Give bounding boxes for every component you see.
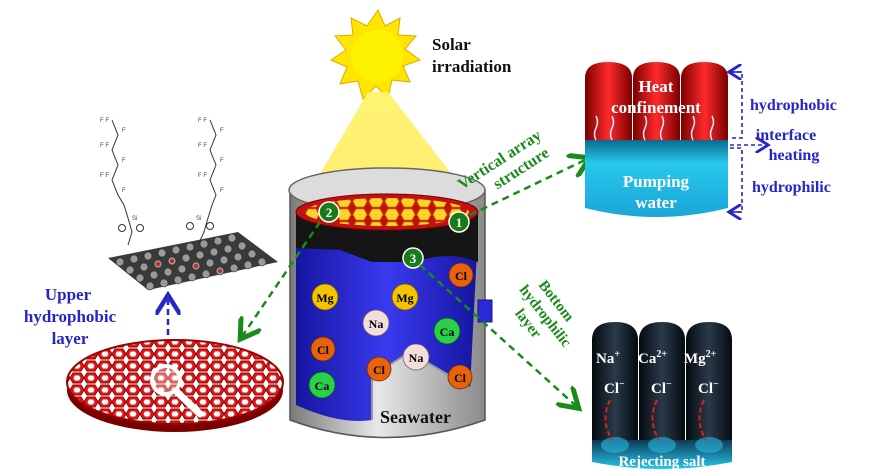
cl-ion-label-1: Cl bbox=[604, 381, 619, 397]
arrow-to-heat-panel bbox=[469, 160, 585, 217]
svg-text:F F: F F bbox=[100, 118, 109, 124]
ion-na-2: Na bbox=[402, 343, 430, 371]
marker-3: 3 bbox=[402, 247, 424, 269]
svg-text:Cl−: Cl− bbox=[698, 379, 719, 397]
graphene-sheet-icon bbox=[108, 232, 278, 291]
hydrophilic-label: hydrophilic bbox=[752, 179, 831, 196]
svg-text:Mg2+: Mg2+ bbox=[684, 349, 717, 367]
ion-cl-2: Cl bbox=[310, 336, 336, 362]
sun-icon bbox=[329, 8, 422, 100]
ion-cl-4: Cl bbox=[447, 364, 473, 390]
interface-label-line1: interface bbox=[756, 127, 816, 144]
svg-text:Ca2+: Ca2+ bbox=[638, 349, 667, 367]
svg-text:2: 2 bbox=[326, 205, 333, 220]
svg-text:1: 1 bbox=[456, 215, 463, 230]
upper-layer-label-line3: layer bbox=[52, 329, 89, 348]
svg-text:F: F bbox=[220, 128, 224, 134]
cl-ion-label-2: Cl bbox=[651, 381, 666, 397]
arrow-to-upper-layer bbox=[243, 221, 322, 335]
svg-text:3: 3 bbox=[410, 251, 417, 266]
svg-text:F F: F F bbox=[100, 143, 109, 149]
svg-text:Cl: Cl bbox=[454, 371, 467, 385]
svg-text:Cl−: Cl− bbox=[604, 379, 625, 397]
cl-ion-label-3: Cl bbox=[698, 381, 713, 397]
arrow-to-salt-panel bbox=[419, 264, 575, 405]
ion-na-1: Na bbox=[362, 309, 390, 337]
ion-mg-2: Mg bbox=[391, 283, 419, 311]
svg-text:Cl: Cl bbox=[455, 269, 468, 283]
svg-text:Ca: Ca bbox=[440, 325, 455, 339]
rejecting-salt-label: Rejecting salt bbox=[618, 454, 705, 470]
pumping-label-line1: Pumping bbox=[623, 172, 690, 191]
svg-text:F: F bbox=[220, 158, 224, 164]
ion-cl-3: Cl bbox=[366, 356, 392, 382]
ion-cl-1: Cl bbox=[448, 262, 474, 288]
upper-layer-label-line1: Upper bbox=[45, 285, 92, 304]
svg-text:F F: F F bbox=[100, 173, 109, 179]
svg-text:Mg: Mg bbox=[396, 291, 413, 305]
svg-text:F: F bbox=[220, 188, 224, 194]
seawater-label: Seawater bbox=[380, 407, 451, 427]
ion-mg-1: Mg bbox=[311, 283, 339, 311]
ca-ion-label: Ca bbox=[638, 351, 657, 367]
svg-text:Cl: Cl bbox=[373, 363, 386, 377]
svg-text:Si: Si bbox=[196, 216, 201, 222]
ion-ca-2: Ca bbox=[308, 371, 336, 399]
svg-text:F F: F F bbox=[198, 143, 207, 149]
svg-text:F: F bbox=[122, 188, 126, 194]
na-ion-label: Na bbox=[596, 351, 615, 367]
svg-text:Na: Na bbox=[409, 351, 424, 365]
salt-rejection-panel: Na+ Ca2+ Mg2+ Cl− Cl− Cl− Rejecting salt bbox=[592, 322, 732, 470]
solar-label-line1: Solar bbox=[432, 35, 471, 54]
svg-text:Na: Na bbox=[369, 317, 384, 331]
heat-confinement-panel: Heat confinement Pumping water bbox=[585, 62, 765, 217]
ion-ca-1: Ca bbox=[433, 317, 461, 345]
svg-text:F F: F F bbox=[198, 173, 207, 179]
svg-text:F: F bbox=[122, 158, 126, 164]
svg-text:Na+: Na+ bbox=[596, 349, 620, 367]
svg-text:Cl−: Cl− bbox=[651, 379, 672, 397]
heat-label-line2: confinement bbox=[611, 98, 701, 117]
svg-text:F: F bbox=[122, 128, 126, 134]
svg-text:Mg: Mg bbox=[316, 291, 333, 305]
svg-text:Ca: Ca bbox=[315, 379, 330, 393]
evaporator-container bbox=[288, 167, 493, 439]
fluorocarbon-chain-icon: F F F F F F F F F F F F F F F F F F Si Si bbox=[100, 118, 224, 246]
solar-label-line2: irradiation bbox=[432, 57, 512, 76]
heat-label-line1: Heat bbox=[639, 77, 674, 96]
svg-text:Si: Si bbox=[132, 216, 137, 222]
svg-text:Cl: Cl bbox=[317, 343, 330, 357]
upper-layer-label-line2: hydrophobic bbox=[24, 307, 117, 326]
ions: Mg Mg Cl Cl Na Na Cl Cl Ca Ca bbox=[308, 262, 474, 399]
hydrophobic-label: hydrophobic bbox=[750, 97, 837, 114]
pumping-label-line2: water bbox=[635, 193, 677, 212]
mg-ion-label: Mg bbox=[684, 351, 706, 367]
marker-1: 1 bbox=[448, 211, 470, 233]
interface-label-line2: heating bbox=[769, 147, 820, 164]
magnifier-icon bbox=[150, 364, 204, 418]
svg-text:F F: F F bbox=[198, 118, 207, 124]
marker-2: 2 bbox=[318, 201, 340, 223]
